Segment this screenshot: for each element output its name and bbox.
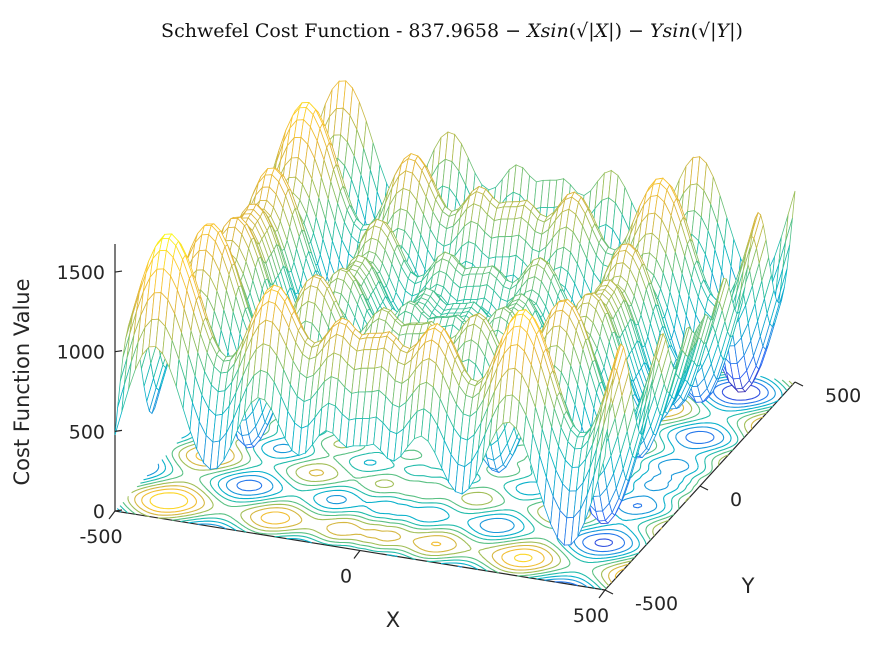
title-term2-fn: sin bbox=[663, 20, 691, 42]
surface-mesh bbox=[114, 79, 796, 547]
title-prefix: Schwefel Cost Function - 837.9658 bbox=[161, 20, 505, 42]
title-term1-var: X bbox=[525, 20, 542, 42]
title-term1-fn: sin bbox=[541, 20, 569, 42]
chart-title: Schwefel Cost Function - 837.9658 − Xsin… bbox=[161, 20, 743, 42]
title-term2-arg: |Y| bbox=[710, 20, 735, 42]
title-term1-arg: |X| bbox=[588, 20, 614, 42]
title-term2-var: Y bbox=[650, 20, 665, 42]
